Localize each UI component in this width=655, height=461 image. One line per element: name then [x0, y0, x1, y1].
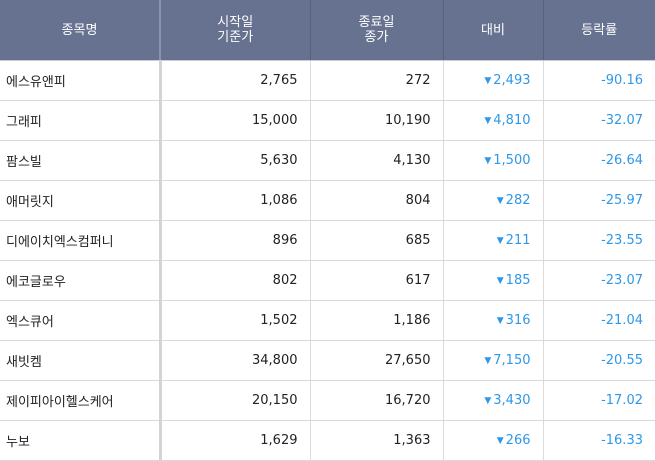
table-row[interactable]: 누보 1,629 1,363 ▼ 266 -16.33	[0, 420, 655, 461]
price-diff-value: 185	[505, 273, 531, 288]
change-rate: -90.16	[543, 60, 655, 101]
price-diff: ▼ 3,430	[443, 380, 544, 421]
price-diff-value: 7,150	[493, 353, 531, 368]
start-price: 1,086	[160, 180, 311, 221]
table-header: 종목명 시작일 기준가 종료일 종가 대비 등락률	[0, 0, 655, 61]
header-diff[interactable]: 대비	[443, 0, 544, 61]
down-triangle-icon: ▼	[484, 116, 492, 126]
price-diff: ▼ 316	[443, 300, 544, 341]
end-price: 16,720	[310, 380, 444, 421]
down-triangle-icon: ▼	[496, 236, 504, 246]
price-diff-value: 4,810	[493, 113, 531, 128]
stock-name[interactable]: 엑스큐어	[0, 300, 162, 341]
price-diff-value: 266	[505, 433, 531, 448]
price-diff: ▼ 266	[443, 420, 544, 461]
price-diff-value: 211	[505, 233, 531, 248]
end-price: 1,186	[310, 300, 444, 341]
start-price: 2,765	[160, 60, 311, 101]
stock-name[interactable]: 에코글로우	[0, 260, 162, 301]
change-rate: -32.07	[543, 100, 655, 141]
stock-name[interactable]: 팜스빌	[0, 140, 162, 181]
stock-name[interactable]: 에스유앤피	[0, 60, 162, 101]
table-row[interactable]: 엑스큐어 1,502 1,186 ▼ 316 -21.04	[0, 300, 655, 341]
change-rate: -25.97	[543, 180, 655, 221]
stock-name[interactable]: 애머릿지	[0, 180, 162, 221]
start-price: 20,150	[160, 380, 311, 421]
down-triangle-icon: ▼	[484, 396, 492, 406]
start-price: 896	[160, 220, 311, 261]
down-triangle-icon: ▼	[496, 196, 504, 206]
change-rate: -23.55	[543, 220, 655, 261]
end-price: 27,650	[310, 340, 444, 381]
price-diff-value: 2,493	[493, 73, 531, 88]
table-row[interactable]: 에스유앤피 2,765 272 ▼ 2,493 -90.16	[0, 60, 655, 101]
header-end-price-line2: 종가	[364, 30, 389, 45]
price-diff: ▼ 2,493	[443, 60, 544, 101]
price-diff: ▼ 7,150	[443, 340, 544, 381]
price-diff: ▼ 4,810	[443, 100, 544, 141]
header-start-price[interactable]: 시작일 기준가	[160, 0, 311, 61]
start-price: 1,502	[160, 300, 311, 341]
stock-name[interactable]: 누보	[0, 420, 162, 461]
header-start-price-line2: 기준가	[217, 30, 254, 45]
header-name[interactable]: 종목명	[0, 0, 161, 61]
end-price: 685	[310, 220, 444, 261]
table-row[interactable]: 그래피 15,000 10,190 ▼ 4,810 -32.07	[0, 100, 655, 141]
table-row[interactable]: 팜스빌 5,630 4,130 ▼ 1,500 -26.64	[0, 140, 655, 181]
table-row[interactable]: 제이피아이헬스케어 20,150 16,720 ▼ 3,430 -17.02	[0, 380, 655, 421]
start-price: 5,630	[160, 140, 311, 181]
end-price: 272	[310, 60, 444, 101]
header-row: 종목명 시작일 기준가 종료일 종가 대비 등락률	[0, 0, 655, 61]
down-triangle-icon: ▼	[496, 276, 504, 286]
header-rate[interactable]: 등락률	[543, 0, 655, 61]
header-end-price-line1: 종료일	[358, 15, 395, 30]
price-diff: ▼ 185	[443, 260, 544, 301]
price-diff-value: 1,500	[493, 153, 531, 168]
end-price: 804	[310, 180, 444, 221]
table-row[interactable]: 에코글로우 802 617 ▼ 185 -23.07	[0, 260, 655, 301]
down-triangle-icon: ▼	[484, 156, 492, 166]
change-rate: -17.02	[543, 380, 655, 421]
header-start-price-line1: 시작일	[217, 15, 254, 30]
change-rate: -23.07	[543, 260, 655, 301]
end-price: 617	[310, 260, 444, 301]
table-row[interactable]: 디에이치엑스컴퍼니 896 685 ▼ 211 -23.55	[0, 220, 655, 261]
end-price: 1,363	[310, 420, 444, 461]
change-rate: -26.64	[543, 140, 655, 181]
down-triangle-icon: ▼	[484, 76, 492, 86]
stock-name[interactable]: 디에이치엑스컴퍼니	[0, 220, 162, 261]
change-rate: -16.33	[543, 420, 655, 461]
change-rate: -20.55	[543, 340, 655, 381]
down-triangle-icon: ▼	[496, 436, 504, 446]
price-diff: ▼ 211	[443, 220, 544, 261]
price-diff-value: 3,430	[493, 393, 531, 408]
end-price: 4,130	[310, 140, 444, 181]
stock-name[interactable]: 그래피	[0, 100, 162, 141]
start-price: 15,000	[160, 100, 311, 141]
price-diff: ▼ 282	[443, 180, 544, 221]
start-price: 802	[160, 260, 311, 301]
start-price: 1,629	[160, 420, 311, 461]
price-diff-value: 316	[505, 313, 531, 328]
header-name-label: 종목명	[61, 22, 98, 38]
stock-name[interactable]: 새빗켐	[0, 340, 162, 381]
header-rate-label: 등락률	[581, 22, 618, 38]
start-price: 34,800	[160, 340, 311, 381]
change-rate: -21.04	[543, 300, 655, 341]
down-triangle-icon: ▼	[496, 316, 504, 326]
table-row[interactable]: 새빗켐 34,800 27,650 ▼ 7,150 -20.55	[0, 340, 655, 381]
down-triangle-icon: ▼	[484, 356, 492, 366]
stock-name[interactable]: 제이피아이헬스케어	[0, 380, 162, 421]
header-diff-label: 대비	[481, 22, 505, 38]
end-price: 10,190	[310, 100, 444, 141]
price-diff-value: 282	[505, 193, 531, 208]
table-row[interactable]: 애머릿지 1,086 804 ▼ 282 -25.97	[0, 180, 655, 221]
table-body: 에스유앤피 2,765 272 ▼ 2,493 -90.16 그래피 15,000…	[0, 60, 655, 461]
price-diff: ▼ 1,500	[443, 140, 544, 181]
header-end-price[interactable]: 종료일 종가	[310, 0, 444, 61]
